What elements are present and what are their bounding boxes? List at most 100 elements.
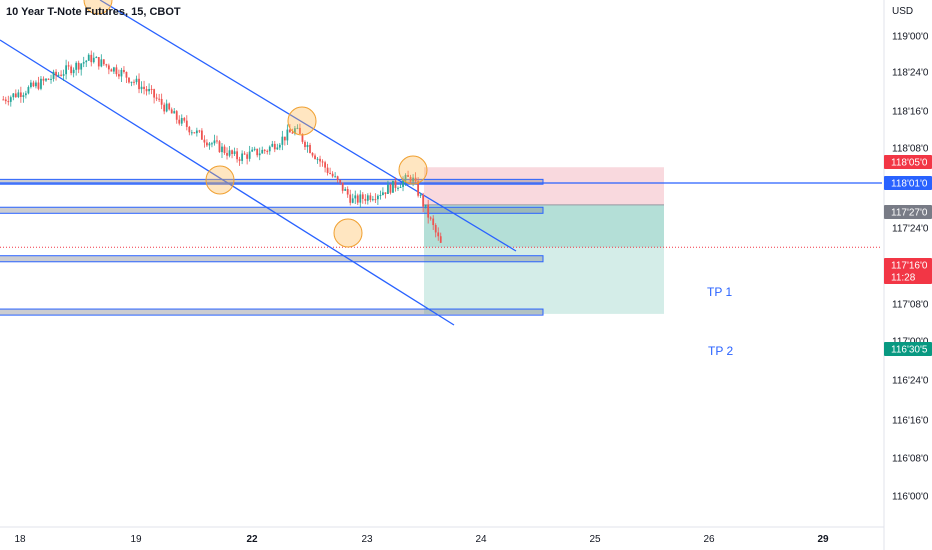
candle-body: [379, 194, 382, 196]
candle-body: [123, 69, 125, 72]
candle-body: [389, 184, 392, 193]
candle-body: [276, 147, 279, 150]
candle-body: [92, 57, 95, 63]
candle-body: [138, 78, 140, 90]
candle-body: [251, 149, 254, 152]
candle-body: [384, 192, 387, 194]
candle-body: [439, 236, 442, 243]
price-tag: [884, 270, 932, 284]
sr-zone[interactable]: [0, 308, 544, 316]
candle-body: [339, 179, 342, 183]
candle-body: [429, 217, 432, 219]
pivot-marker[interactable]: [83, 0, 113, 15]
channel-upper-line[interactable]: [99, 0, 517, 252]
candle-body: [115, 67, 118, 75]
sr-zone[interactable]: [0, 255, 544, 263]
candle-body: [334, 176, 337, 178]
candle-body: [158, 98, 161, 100]
candle-body: [70, 66, 73, 74]
candle-body: [233, 151, 236, 154]
candle-body: [236, 151, 238, 160]
candle-body: [185, 120, 188, 127]
candle-body: [336, 176, 339, 180]
candle-body: [314, 155, 316, 159]
candle-body: [47, 78, 50, 80]
candle-body: [412, 177, 414, 182]
candle-body: [55, 71, 57, 76]
candle-body: [148, 88, 150, 92]
candle-body: [32, 82, 35, 87]
candle-body: [2, 99, 5, 101]
candle-body: [145, 89, 148, 92]
candle-body: [218, 141, 221, 153]
price-tag: [884, 258, 932, 272]
candle-body: [85, 60, 88, 63]
candle-body: [163, 104, 166, 112]
candle-body: [422, 194, 425, 207]
time-tick-label: 22: [246, 534, 258, 545]
candle-body: [354, 195, 357, 199]
candle-body: [437, 232, 440, 237]
candle-body: [65, 65, 68, 75]
candle-body: [369, 195, 372, 200]
price-tick-label: 118'16'0: [892, 107, 929, 118]
candle-body: [294, 128, 296, 134]
position-stop-zone[interactable]: [424, 167, 664, 205]
pivot-marker[interactable]: [205, 165, 235, 195]
pivot-marker[interactable]: [398, 155, 428, 185]
price-tag-label: 117'16'0: [891, 261, 928, 272]
price-tick-label: 116'00'0: [892, 492, 929, 503]
candle-body: [87, 54, 90, 61]
candle-body: [351, 198, 354, 203]
candle-body: [296, 127, 299, 129]
candle-body: [118, 74, 120, 77]
candle-body: [183, 118, 186, 121]
candle-body: [27, 87, 30, 94]
candle-body: [45, 78, 47, 81]
candle-body: [19, 92, 22, 97]
candlesticks[interactable]: [2, 50, 442, 244]
price-tag-label: 116'30'5: [891, 345, 928, 356]
price-tag: [884, 176, 932, 190]
candle-body: [150, 88, 153, 90]
candle-body: [402, 180, 404, 187]
candle-body: [107, 65, 110, 70]
candle-body: [206, 142, 208, 146]
candle-body: [60, 74, 62, 76]
candle-body: [195, 130, 198, 134]
candle-body: [17, 92, 20, 98]
candle-body: [213, 140, 216, 144]
candle-body: [238, 159, 241, 161]
position-progress-zone: [424, 204, 664, 248]
candle-body: [120, 69, 123, 77]
candle-body: [223, 146, 226, 153]
candle-body: [399, 186, 402, 188]
price-tick-label: 116'08'0: [892, 454, 929, 465]
candle-body: [72, 69, 75, 74]
candle-body: [376, 195, 379, 200]
candle-body: [326, 167, 329, 173]
candle-body: [35, 82, 37, 87]
sr-zone[interactable]: [0, 178, 544, 185]
candle-body: [397, 187, 399, 189]
candle-body: [356, 195, 359, 203]
time-tick-label: 24: [475, 534, 487, 545]
pivot-marker[interactable]: [287, 106, 317, 136]
price-tick-label: 118'08'0: [892, 144, 929, 155]
pivot-marker[interactable]: [333, 218, 363, 248]
candle-body: [153, 89, 156, 98]
candle-body: [24, 93, 27, 96]
channel-lower-line[interactable]: [0, 39, 455, 326]
candle-body: [364, 198, 367, 201]
candle-body: [128, 77, 130, 83]
time-tick-label: 25: [589, 534, 601, 545]
candle-body: [67, 65, 70, 67]
candle-body: [419, 194, 422, 196]
candle-body: [271, 143, 274, 147]
candle-body: [361, 194, 364, 199]
candle-body: [165, 103, 168, 112]
candle-body: [50, 78, 52, 80]
candle-body: [231, 150, 233, 154]
